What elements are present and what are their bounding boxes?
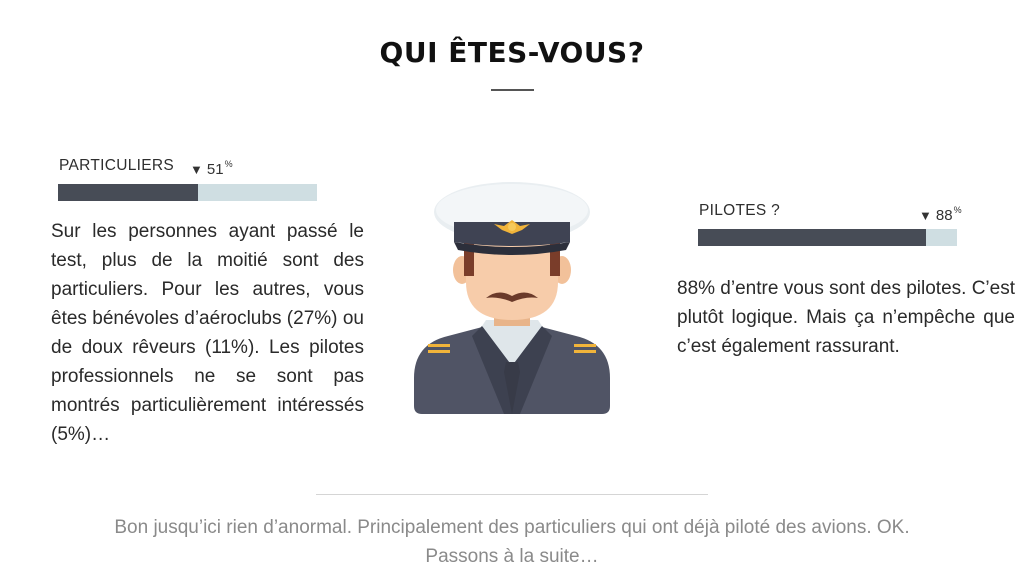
footer-line-2: Passons à la suite… xyxy=(425,546,599,567)
particuliers-label: PARTICULIERS xyxy=(59,157,174,174)
pilotes-marker: ▼ 88% xyxy=(919,205,962,224)
title-divider xyxy=(491,89,534,91)
triangle-down-icon: ▼ xyxy=(919,208,932,223)
pilotes-progress-bar xyxy=(698,229,957,246)
pilotes-unit: % xyxy=(953,205,962,215)
page-title: QUI ÊTES-VOUS? xyxy=(379,36,645,69)
pilot-avatar-icon xyxy=(408,170,616,420)
footer-line-1: Bon jusqu’ici rien d’anormal. Principale… xyxy=(114,517,910,538)
particuliers-value: 51 xyxy=(206,161,224,178)
particuliers-marker: ▼ 51% xyxy=(190,159,233,178)
footer-text: Bon jusqu’ici rien d’anormal. Principale… xyxy=(40,513,984,571)
particuliers-unit: % xyxy=(224,159,233,169)
particuliers-progress-fill xyxy=(58,184,198,201)
footer-divider xyxy=(316,494,708,495)
pilotes-value: 88 xyxy=(935,207,953,224)
particuliers-progress-bar xyxy=(58,184,317,201)
triangle-down-icon: ▼ xyxy=(190,162,203,177)
particuliers-description: Sur les personnes ayant passé le test, p… xyxy=(51,221,364,445)
pilotes-progress-fill xyxy=(698,229,926,246)
pilotes-description: 88% d’entre vous sont des pilotes. C’est… xyxy=(677,278,1015,357)
pilotes-label: PILOTES ? xyxy=(699,202,781,219)
